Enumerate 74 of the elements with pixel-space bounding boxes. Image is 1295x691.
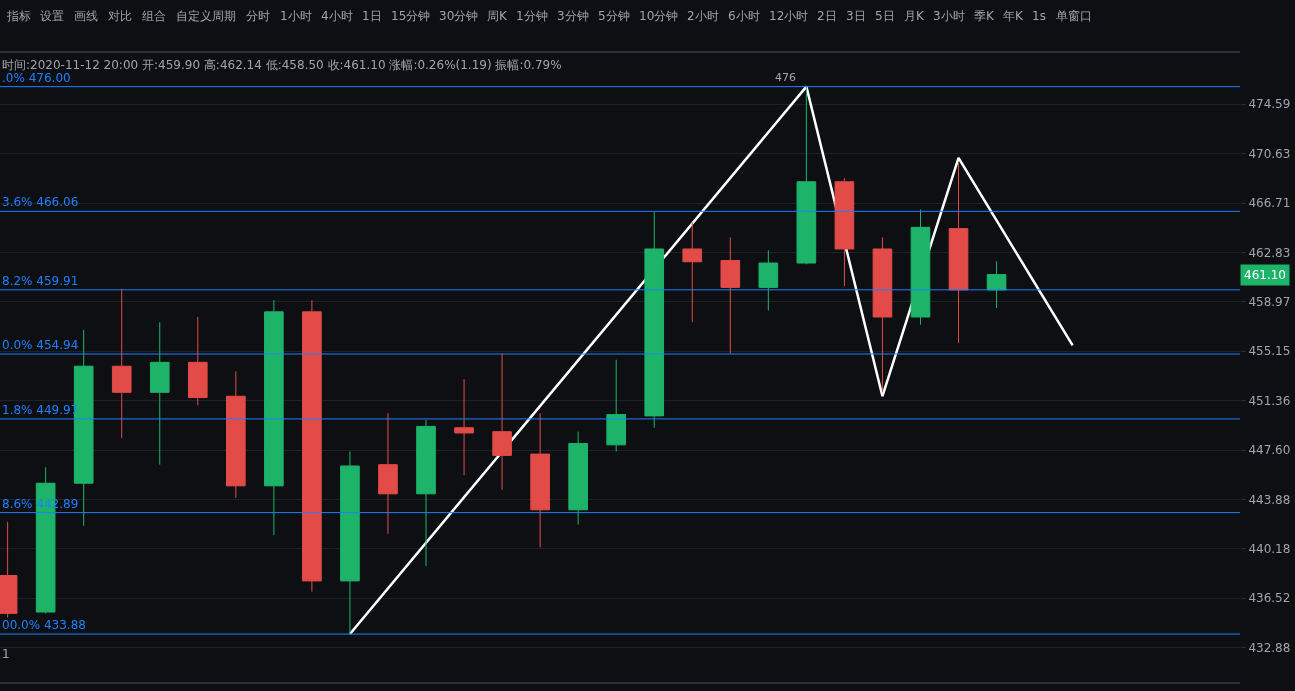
text: 30分钟 <box>439 9 479 23</box>
candlestick <box>149 321 170 466</box>
text: 3日 <box>846 9 866 23</box>
candlestick <box>416 419 436 567</box>
text: 10分钟 <box>639 9 679 23</box>
candlestick <box>682 221 703 323</box>
y-tick-label: 443.88 <box>1248 492 1291 507</box>
y-tick-label: 447.60 <box>1248 443 1291 458</box>
text: 2日 <box>817 9 837 23</box>
text: 月K <box>904 9 925 23</box>
candlestick <box>720 237 741 354</box>
x-axis-title: 1 <box>2 647 10 661</box>
candlestick <box>910 209 931 326</box>
text: 12小时 <box>769 9 809 23</box>
text: 周K <box>487 9 508 23</box>
candlestick <box>111 288 132 439</box>
y-tick-label: 462.83 <box>1248 245 1291 260</box>
candlestick <box>834 177 855 287</box>
candlestick <box>340 450 360 635</box>
ref-line-label: 0.0% 454.94 <box>2 338 79 352</box>
text: 6小时 <box>728 9 760 23</box>
text: 指标 <box>6 9 31 23</box>
y-tick-label: 466.71 <box>1248 196 1291 211</box>
y-tick-label: 440.18 <box>1248 542 1291 557</box>
y-tick-label: 458.97 <box>1248 295 1291 310</box>
text: 5分钟 <box>598 9 630 23</box>
text: 3小时 <box>933 9 965 23</box>
candlestick <box>568 431 588 525</box>
text: 5日 <box>875 9 895 23</box>
ref-line-label: .0% 476.00 <box>2 71 71 85</box>
y-tick-label: 436.52 <box>1248 591 1291 606</box>
y-tick-label: 474.59 <box>1248 97 1291 112</box>
y-tick-label: 451.36 <box>1248 393 1291 408</box>
ref-line-label: 3.6% 466.06 <box>2 195 79 209</box>
text: 1小时 <box>280 9 312 23</box>
text: 461.10 <box>1244 268 1286 282</box>
candlestick <box>872 237 893 393</box>
text: 3分钟 <box>557 9 589 23</box>
text: 自定义周期 <box>176 9 236 23</box>
text: 组合 <box>142 9 166 23</box>
y-tick-label: 432.88 <box>1248 640 1291 655</box>
y-tick-label: 470.63 <box>1248 146 1291 161</box>
candlestick <box>986 260 1007 309</box>
ref-line-label: 00.0% 433.88 <box>2 618 86 632</box>
candlestick <box>454 378 474 476</box>
ref-line-label: 8.2% 459.91 <box>2 274 79 288</box>
text: 分时 <box>246 9 270 23</box>
candlestick <box>948 162 969 344</box>
text: 对比 <box>108 9 132 23</box>
text: 时间:2020-11-12 20:00 开:459.90 高:462.14 低:458.50 收:461.10 涨幅:0.26%(1.19) 振幅:0.79% <box>2 58 562 72</box>
annotation: 476 <box>775 71 796 84</box>
candlestick <box>302 299 322 593</box>
candlestick <box>378 412 398 535</box>
candlestick <box>264 299 284 536</box>
candlestick <box>226 370 246 499</box>
candlestick <box>606 359 627 452</box>
text: 1分钟 <box>516 9 548 23</box>
text: 季K <box>974 9 995 23</box>
candlestick <box>758 249 779 312</box>
text: 单窗口 <box>1056 9 1092 23</box>
text: 1日 <box>362 9 382 23</box>
text: 1s <box>1032 9 1046 23</box>
candlestick <box>530 412 550 548</box>
text: 画线 <box>74 9 98 23</box>
candlestick <box>644 211 665 429</box>
text: 2小时 <box>687 9 719 23</box>
candlestick <box>187 316 208 406</box>
text: 4小时 <box>321 9 353 23</box>
text: 设置 <box>40 9 64 23</box>
candlestick <box>492 352 512 491</box>
text: 15分钟 <box>391 9 431 23</box>
text: 年K <box>1003 9 1024 23</box>
y-tick-label: 455.15 <box>1248 344 1291 359</box>
candlestick <box>796 86 817 265</box>
